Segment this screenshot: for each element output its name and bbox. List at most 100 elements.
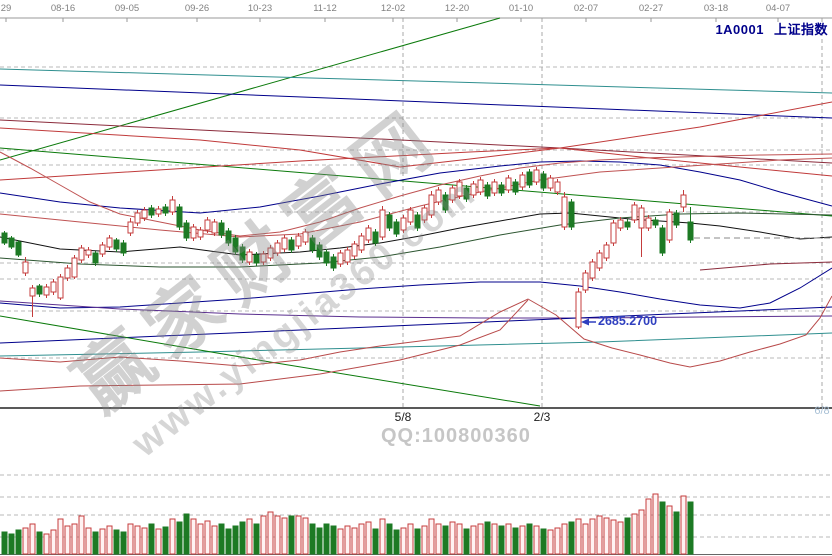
volume-bar-up bbox=[421, 525, 428, 555]
candle-up bbox=[274, 242, 281, 254]
candle-down bbox=[36, 285, 43, 295]
candle-up bbox=[246, 251, 253, 263]
volume-bar-up bbox=[645, 498, 652, 555]
candle-up bbox=[71, 257, 78, 278]
volume-bar-up bbox=[561, 523, 568, 555]
volume-bar-up bbox=[491, 523, 498, 555]
candle-up bbox=[617, 219, 624, 229]
candle-down bbox=[162, 206, 169, 214]
line-red-cross-rising bbox=[0, 101, 832, 181]
volume-bar-down bbox=[330, 525, 337, 555]
volume-bar-up bbox=[99, 528, 106, 555]
volume-bar-up bbox=[533, 525, 540, 555]
volume-bar-down bbox=[498, 525, 505, 555]
volume-bar-up bbox=[204, 520, 211, 555]
candle-down bbox=[323, 251, 330, 264]
candle-up bbox=[638, 207, 645, 229]
candle-up bbox=[365, 227, 372, 241]
candle-down bbox=[568, 201, 575, 228]
volume-bar-down bbox=[1, 531, 8, 555]
volume-bar-up bbox=[554, 527, 561, 555]
date-label: 01-10 bbox=[508, 3, 534, 14]
volume-bar-up bbox=[596, 515, 603, 555]
volume-bar-up bbox=[29, 523, 36, 555]
candle-up bbox=[400, 217, 407, 231]
candle-down bbox=[218, 222, 225, 236]
candle-down bbox=[624, 221, 631, 228]
volume-bar-down bbox=[176, 521, 183, 555]
date-label: 09-05 bbox=[114, 3, 140, 14]
candle-up bbox=[29, 287, 36, 297]
candle-down bbox=[288, 239, 295, 251]
volume-bar-down bbox=[253, 523, 260, 555]
candle-up bbox=[407, 209, 414, 223]
candle-up bbox=[421, 207, 428, 221]
candle-down bbox=[92, 252, 99, 264]
candle-up bbox=[351, 243, 358, 257]
volume-bar-up bbox=[106, 525, 113, 555]
candle-up bbox=[533, 169, 540, 183]
volume-bar-up bbox=[78, 515, 85, 555]
candle-down bbox=[309, 237, 316, 251]
date-label: 11-12 bbox=[313, 3, 337, 14]
candle-up bbox=[645, 217, 652, 229]
candle-up bbox=[99, 244, 106, 255]
volume-bar-up bbox=[22, 527, 29, 555]
volume-bar-up bbox=[547, 529, 554, 555]
volume-bar-up bbox=[603, 517, 610, 555]
volume-bar-up bbox=[43, 533, 50, 555]
candle-down bbox=[372, 231, 379, 244]
candle-up bbox=[260, 253, 267, 263]
candle-down bbox=[1, 232, 8, 244]
candle-up bbox=[211, 221, 218, 234]
line-low-navy-straight bbox=[0, 306, 832, 344]
candle-down bbox=[463, 187, 470, 200]
candle-up bbox=[155, 208, 162, 215]
candle-down bbox=[512, 181, 519, 193]
candle-up bbox=[43, 286, 50, 296]
volume-bar-up bbox=[141, 527, 148, 555]
date-label: 03-18 bbox=[703, 3, 729, 14]
line-low-navy-wavy bbox=[0, 267, 832, 309]
volume-bar-down bbox=[463, 528, 470, 555]
volume-bar-up bbox=[351, 527, 358, 555]
volume-bar-up bbox=[456, 523, 463, 555]
date-label: 10-23 bbox=[247, 3, 273, 14]
volume-bar-down bbox=[540, 528, 547, 555]
volume-bar-down bbox=[442, 525, 449, 555]
volume-bar-up bbox=[652, 493, 659, 555]
date-label: 12-20 bbox=[444, 3, 470, 14]
volume-bar-down bbox=[148, 523, 155, 555]
volume-bar-down bbox=[414, 528, 421, 555]
candle-up bbox=[449, 187, 456, 201]
volume-bar-up bbox=[57, 518, 64, 555]
volume-bar-down bbox=[512, 527, 519, 555]
volume-bar-up bbox=[666, 505, 673, 555]
volume-bar-up bbox=[505, 523, 512, 555]
volume-bar-up bbox=[71, 523, 78, 555]
fraction-label: 6/8 bbox=[814, 405, 830, 417]
volume-bar-down bbox=[120, 531, 127, 555]
volume-bar-up bbox=[610, 519, 617, 555]
line-low-purple bbox=[0, 300, 832, 319]
candle-down bbox=[120, 242, 127, 254]
candle-down bbox=[687, 221, 694, 241]
price-annotation[interactable]: 2685.2700 bbox=[598, 314, 658, 328]
candle-up bbox=[134, 212, 141, 224]
volume-bar-down bbox=[225, 528, 232, 555]
line-trend-teal-upper bbox=[0, 68, 832, 94]
date-label: 29 bbox=[0, 3, 12, 14]
volume-bar-up bbox=[400, 527, 407, 555]
candle-up bbox=[666, 211, 673, 241]
candle-up bbox=[589, 261, 596, 279]
candle-up bbox=[169, 199, 176, 213]
volume-bar-up bbox=[267, 511, 274, 555]
volume-bar-down bbox=[659, 501, 666, 555]
annotation-arrow-head bbox=[581, 318, 589, 326]
candle-up bbox=[491, 181, 498, 194]
line-trend-navy-upper bbox=[0, 84, 832, 119]
volume-bar-down bbox=[15, 529, 22, 555]
candle-up bbox=[190, 226, 197, 239]
candle-down bbox=[386, 214, 393, 229]
